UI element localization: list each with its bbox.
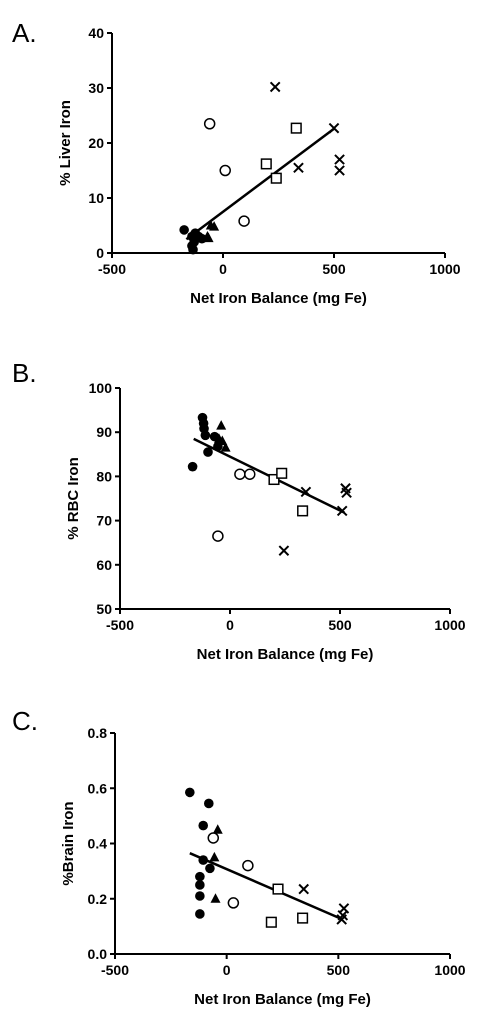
regression-line bbox=[185, 127, 335, 241]
data-point-x bbox=[278, 545, 290, 556]
data-point-circle-filled bbox=[179, 225, 189, 235]
data-point-triangle-filled bbox=[214, 433, 224, 443]
y-tick-label: 0.0 bbox=[88, 946, 108, 962]
y-axis-title: % RBC Iron bbox=[65, 457, 82, 540]
data-point-circle-open bbox=[219, 164, 231, 177]
data-point-x bbox=[300, 486, 312, 498]
data-point-circle-open bbox=[242, 859, 254, 872]
data-point-square-open bbox=[265, 916, 277, 928]
y-axis-title: %Brain Iron bbox=[60, 801, 77, 885]
x-tick-label: 500 bbox=[328, 617, 352, 633]
data-point-x bbox=[334, 165, 345, 176]
y-tick-label: 20 bbox=[88, 135, 104, 151]
data-point-square-open bbox=[276, 467, 288, 479]
x-axis-title: Net Iron Balance (mg Fe) bbox=[194, 991, 371, 1008]
data-point-square-open bbox=[268, 473, 280, 486]
x-tick-label: 500 bbox=[327, 962, 351, 978]
data-point-x bbox=[341, 487, 352, 499]
data-point-circle-open bbox=[234, 468, 246, 480]
y-tick-label: 40 bbox=[88, 25, 104, 41]
data-point-triangle-filled bbox=[203, 232, 214, 243]
data-point-square-open bbox=[270, 172, 282, 184]
data-point-x bbox=[336, 914, 347, 925]
data-point-circle-filled bbox=[204, 798, 214, 809]
data-point-x bbox=[298, 883, 310, 895]
data-point-triangle-filled bbox=[209, 851, 220, 862]
data-point-circle-open bbox=[238, 215, 250, 227]
x-tick-label: 1000 bbox=[429, 261, 460, 277]
data-point-circle-filled bbox=[195, 880, 205, 890]
y-tick-label: 70 bbox=[96, 513, 112, 529]
data-point-square-open bbox=[272, 883, 284, 895]
data-point-circle-filled bbox=[195, 871, 205, 882]
x-axis-title: Net Iron Balance (mg Fe) bbox=[190, 290, 367, 307]
y-tick-label: 0.4 bbox=[88, 836, 108, 852]
x-tick-label: 500 bbox=[322, 261, 346, 277]
x-tick-label: 1000 bbox=[434, 962, 465, 978]
data-point-x bbox=[328, 122, 340, 134]
data-point-x bbox=[334, 154, 345, 165]
data-point-triangle-filled bbox=[220, 442, 231, 452]
y-tick-label: 80 bbox=[96, 468, 112, 484]
data-point-circle-open bbox=[203, 118, 216, 130]
data-point-square-open bbox=[297, 505, 309, 517]
data-point-triangle-filled bbox=[216, 420, 227, 430]
data-point-x bbox=[293, 162, 304, 174]
y-tick-label: 50 bbox=[96, 601, 112, 617]
y-tick-label: 10 bbox=[88, 190, 104, 206]
x-tick-label: 0 bbox=[223, 962, 231, 978]
y-tick-label: 0.2 bbox=[88, 891, 108, 907]
data-point-circle-filled bbox=[195, 891, 205, 901]
y-tick-label: 100 bbox=[89, 380, 113, 396]
data-point-circle-open bbox=[244, 468, 256, 480]
y-tick-label: 0 bbox=[96, 245, 104, 261]
data-point-circle-filled bbox=[205, 863, 215, 874]
data-point-square-open bbox=[290, 122, 302, 134]
x-tick-label: 0 bbox=[226, 617, 234, 633]
y-axis-title: % Liver Iron bbox=[57, 100, 74, 186]
data-point-circle-filled bbox=[198, 855, 209, 865]
y-tick-label: 30 bbox=[88, 80, 104, 96]
regression-line bbox=[189, 852, 344, 921]
data-point-triangle-filled bbox=[209, 221, 220, 231]
y-tick-label: 0.6 bbox=[88, 780, 108, 796]
x-axis-title: Net Iron Balance (mg Fe) bbox=[197, 646, 374, 663]
data-point-circle-filled bbox=[188, 244, 198, 255]
data-point-triangle-filled bbox=[210, 893, 221, 903]
x-tick-label: -500 bbox=[101, 962, 129, 978]
data-point-circle-filled bbox=[203, 447, 213, 457]
data-point-circle-filled bbox=[185, 787, 195, 798]
panel-label: C. bbox=[12, 706, 38, 736]
y-tick-label: 60 bbox=[96, 557, 112, 573]
data-point-x bbox=[336, 505, 348, 517]
data-point-circle-filled bbox=[200, 430, 211, 441]
panel-label: A. bbox=[12, 18, 37, 48]
data-point-x bbox=[269, 81, 281, 93]
data-point-square-open bbox=[297, 912, 309, 924]
data-point-circle-filled bbox=[195, 909, 205, 919]
data-point-circle-filled bbox=[187, 461, 198, 472]
data-point-square-open bbox=[260, 158, 272, 170]
x-tick-label: -500 bbox=[98, 261, 126, 277]
data-point-circle-filled bbox=[198, 820, 209, 831]
x-tick-label: 1000 bbox=[434, 617, 465, 633]
x-tick-label: 0 bbox=[219, 261, 227, 277]
y-tick-label: 0.8 bbox=[88, 725, 108, 741]
data-point-circle-open bbox=[212, 530, 224, 542]
y-tick-label: 90 bbox=[96, 424, 112, 440]
x-tick-label: -500 bbox=[106, 617, 134, 633]
panel-label: B. bbox=[12, 358, 37, 388]
data-point-triangle-filled bbox=[212, 824, 223, 834]
data-point-circle-open bbox=[207, 832, 220, 844]
data-point-circle-open bbox=[227, 897, 240, 909]
data-point-x bbox=[338, 903, 350, 914]
